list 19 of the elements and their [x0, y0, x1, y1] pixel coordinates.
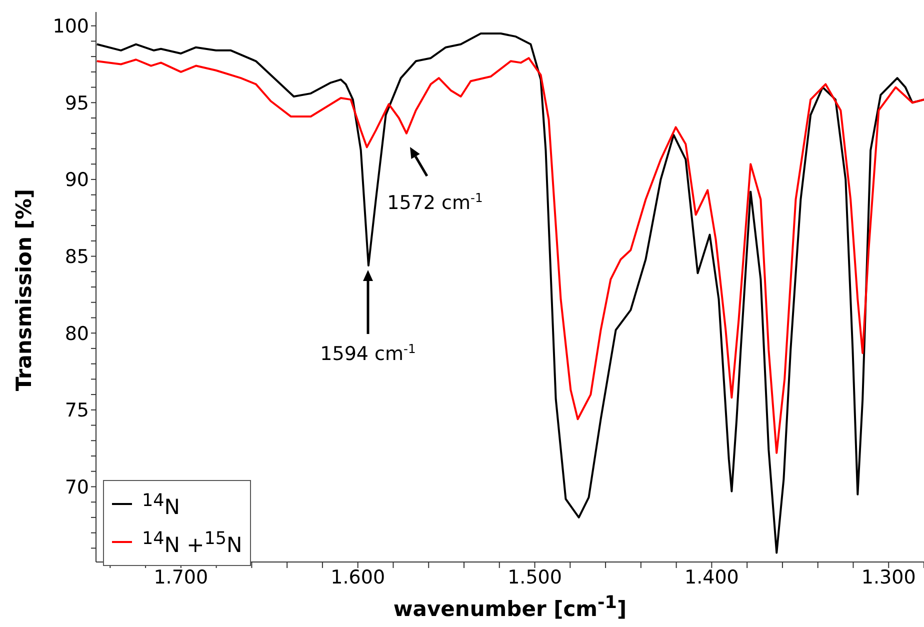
- y-axis-title: Transmission [%]: [12, 188, 36, 392]
- annotation: 1572 cm$^{-1}$: [387, 191, 483, 214]
- annotation: 1594 cm$^{-1}$: [320, 342, 416, 365]
- x-tick-label: 1.500: [508, 566, 562, 588]
- x-tick-label: 1.400: [684, 566, 739, 588]
- y-tick-label: 100: [52, 16, 89, 38]
- x-tick-label: 1.600: [330, 566, 386, 588]
- line-series: [96, 57, 924, 454]
- x-axis-title: wavenumber [cm$^{-1}$]: [392, 593, 628, 621]
- legend-label: $^{14}$N +$^{15}$N: [142, 528, 242, 559]
- y-tick-label: 95: [64, 92, 89, 114]
- y-tick-label: 85: [64, 246, 89, 268]
- x-tick-label: 1.300: [861, 566, 916, 588]
- y-tick-label: 80: [64, 322, 89, 345]
- legend-label: $^{14}$N: [142, 490, 180, 521]
- y-tick-label: 75: [64, 400, 89, 422]
- y-tick-label: 90: [64, 169, 89, 192]
- x-tick-label: 1.700: [154, 566, 208, 588]
- y-tick-label: 70: [64, 476, 89, 498]
